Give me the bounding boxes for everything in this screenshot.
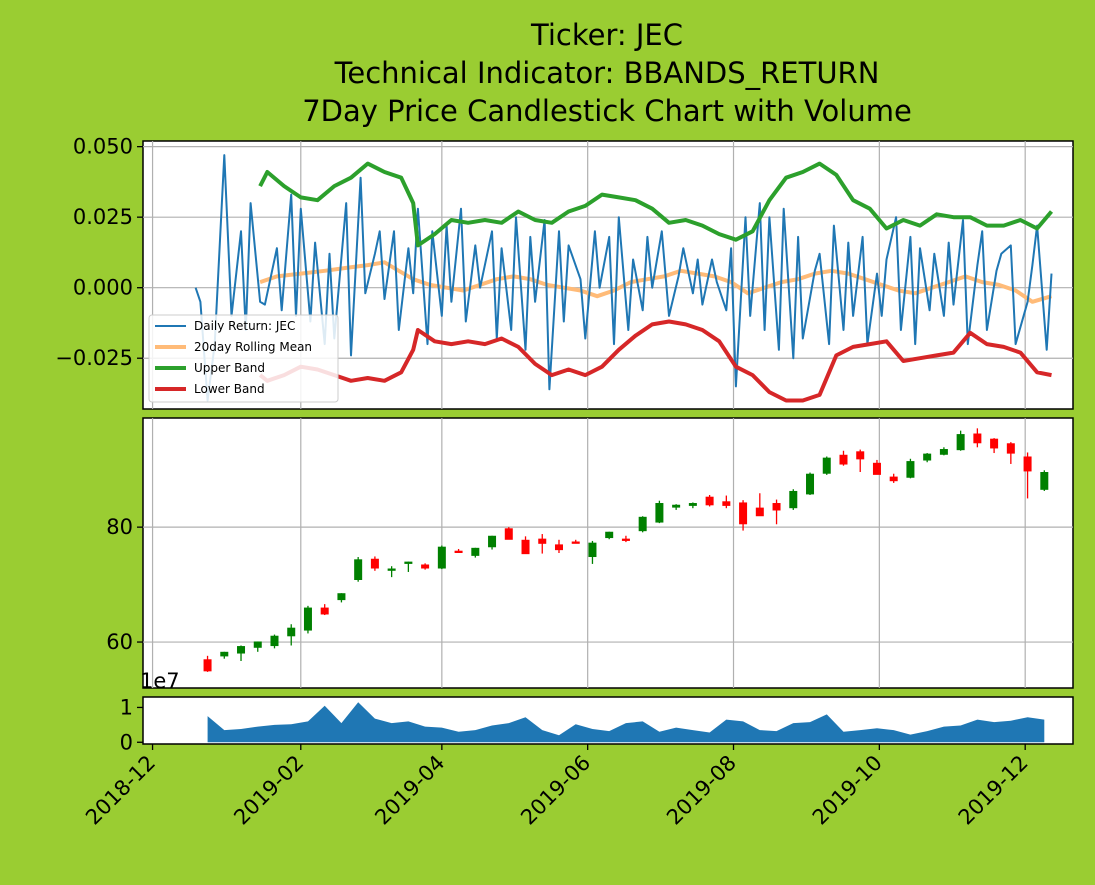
candle-body: [571, 541, 580, 544]
candle-body: [220, 651, 229, 657]
candle-body: [387, 568, 396, 571]
volume-y-tick-label: 1: [120, 695, 133, 719]
candle-body: [889, 476, 898, 482]
volume-y-tick-label: 0: [120, 730, 133, 754]
candle-body: [454, 550, 463, 553]
candle-body: [320, 607, 329, 615]
legend-box: [148, 314, 339, 403]
series-line-rolling-mean: [259, 260, 1053, 304]
candle-body: [722, 501, 731, 506]
price-axes: [142, 417, 1074, 689]
candle-body: [789, 490, 798, 509]
candle-body: [370, 558, 379, 569]
price-y-ticks: 60 80: [106, 515, 143, 654]
candle-body: [621, 538, 630, 541]
indicator-y-tick-label: 0.050: [73, 135, 133, 159]
candle-body: [1023, 456, 1032, 472]
candle-body: [287, 627, 296, 637]
candle-body: [638, 516, 647, 532]
price-candles: [203, 428, 1049, 672]
volume-offset-label: 1e7: [140, 669, 180, 693]
volume-panel: 10 1e7: [120, 669, 1074, 754]
candle-body: [923, 453, 932, 461]
chart-title-indicator: Technical Indicator: BBANDS_RETURN: [334, 56, 880, 90]
candle-body: [538, 538, 547, 544]
candle-body: [270, 635, 279, 647]
candle-body: [990, 438, 999, 449]
candle-body: [237, 646, 246, 654]
candle-body: [203, 659, 212, 672]
indicator-panel: 0.050 0.025 0.000 −0.025 Daily Return: JEC …: [55, 135, 1074, 410]
candle-body: [253, 641, 262, 648]
candle-body: [303, 607, 312, 631]
candle-body: [772, 503, 781, 511]
indicator-y-tick-label: 0.025: [73, 205, 133, 229]
candle-body: [655, 503, 664, 523]
candle-body: [437, 546, 446, 569]
candle-body: [354, 559, 363, 580]
candle-body: [739, 502, 748, 525]
candle-body: [605, 531, 614, 539]
indicator-y-ticks: 0.050 0.025 0.000 −0.025: [55, 135, 143, 370]
price-y-tick-label: 80: [106, 515, 133, 539]
legend: Daily Return: JEC 20day Rolling Mean Upp…: [148, 314, 339, 403]
candle-body: [872, 462, 881, 475]
candle-body: [906, 461, 915, 478]
candle-body: [688, 503, 697, 506]
legend-label-rolling-mean: 20day Rolling Mean: [194, 340, 312, 354]
candle-body: [554, 544, 563, 551]
series-line-lower-band: [258, 319, 1052, 403]
indicator-y-tick-label: 0.000: [73, 276, 133, 300]
candle-body: [806, 473, 815, 495]
chart-title-ticker: Ticker: JEC: [530, 18, 683, 52]
legend-label-lower-band: Lower Band: [194, 382, 265, 396]
candle-body: [1040, 472, 1049, 490]
candle-body: [404, 561, 413, 564]
candle-body: [1006, 443, 1015, 454]
candle-body: [839, 454, 848, 465]
volume-area: [207, 702, 1045, 743]
candle-body: [672, 504, 681, 508]
candle-body: [504, 528, 513, 540]
candle-body: [471, 547, 480, 556]
candle-body: [588, 542, 597, 558]
legend-label-upper-band: Upper Band: [194, 361, 265, 375]
candle-body: [337, 593, 346, 601]
chart-title-description: 7Day Price Candlestick Chart with Volume: [302, 94, 912, 128]
legend-label-daily-return: Daily Return: JEC: [194, 319, 295, 333]
series-line-upper-band: [258, 161, 1054, 248]
candle-body: [939, 449, 948, 455]
volume-y-ticks: 10: [120, 695, 143, 754]
indicator-lines: [194, 154, 1054, 403]
candle-body: [822, 457, 831, 474]
price-y-tick-label: 60: [106, 630, 133, 654]
candle-body: [956, 434, 965, 451]
price-panel: 60 80: [106, 417, 1074, 689]
candle-body: [755, 507, 764, 517]
candle-body: [973, 433, 982, 444]
indicator-y-tick-label: −0.025: [55, 346, 133, 370]
candle-body: [705, 496, 714, 506]
candle-body: [856, 451, 865, 460]
candle-body: [488, 535, 497, 548]
series-line-daily-return: [194, 154, 1053, 402]
candle-body: [421, 564, 430, 569]
candle-body: [521, 539, 530, 555]
